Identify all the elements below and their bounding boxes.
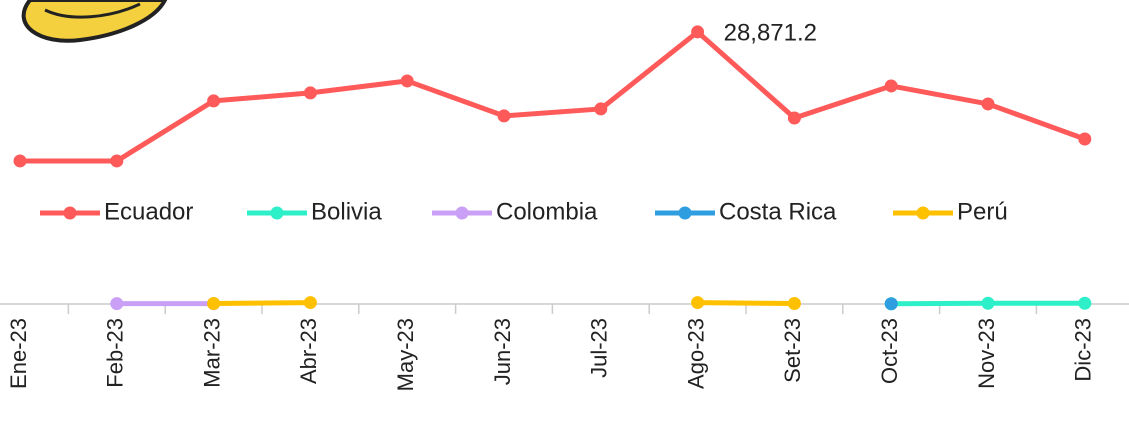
legend-marker [63,206,77,220]
data-point [691,296,705,310]
data-point [400,74,414,88]
legend-marker [916,206,930,220]
data-point [13,154,27,168]
x-tick-label: May-23 [393,318,418,391]
data-point [1078,132,1092,146]
series-line [213,300,795,307]
data-point [787,297,801,311]
data-point [303,86,317,100]
x-tick-label: Abr-23 [296,318,321,384]
x-tick-label: Nov-23 [974,318,999,389]
data-point [884,297,898,311]
legend-label: Perú [957,198,1008,225]
data-point [207,94,221,108]
x-tick-label: Feb-23 [103,318,128,388]
data-point [110,297,124,311]
legend-label: Costa Rica [719,198,837,225]
data-point [884,79,898,93]
x-tick-label: Jul-23 [587,318,612,378]
x-tick-label: Jun-23 [490,318,515,385]
x-tick-label: Ago-23 [683,318,708,389]
series-line [20,29,1086,164]
data-point [691,25,705,39]
x-tick-label: Dic-23 [1071,318,1096,382]
x-tick-label: Oct-23 [877,318,902,384]
data-point [497,109,511,123]
legend-label: Bolivia [311,198,382,225]
legend-marker [455,206,469,220]
x-tick-label: Set-23 [780,318,805,383]
data-point [303,296,317,310]
legend-marker [678,206,692,220]
data-point [594,102,608,116]
data-point [1078,296,1092,310]
data-point [787,111,801,125]
legend-label: Colombia [496,198,598,225]
legend-label: Ecuador [104,198,193,225]
legend-marker [270,206,284,220]
x-tick-label: Ene-23 [6,318,31,389]
data-point [207,297,221,311]
data-label: 28,871.2 [724,19,817,46]
x-tick-label: Mar-23 [199,318,224,388]
data-point [110,154,124,168]
data-point [981,97,995,111]
data-point [981,296,995,310]
banana-icon [21,0,168,43]
